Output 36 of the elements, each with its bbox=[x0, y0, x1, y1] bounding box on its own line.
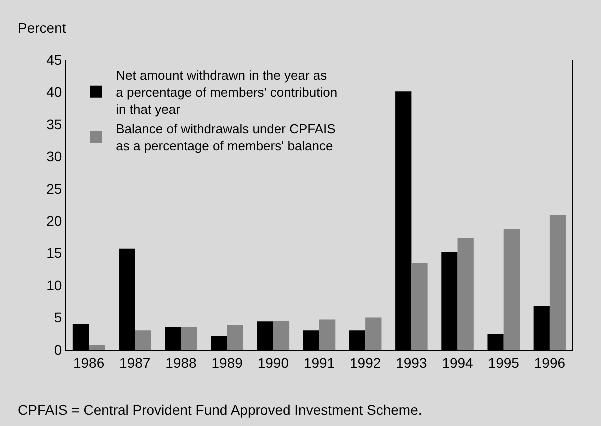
y-tick-label: 15 bbox=[46, 245, 62, 262]
x-tick-label: 1987 bbox=[120, 354, 151, 371]
y-tick-label: 5 bbox=[54, 310, 62, 326]
y-tick-label: 45 bbox=[46, 52, 62, 68]
x-tick-label: 1990 bbox=[258, 354, 290, 371]
bar bbox=[504, 229, 520, 350]
legend-label: Net amount withdrawn in the year as a percentage of members' contribution in that year bbox=[116, 68, 338, 117]
y-tick-label: 40 bbox=[46, 84, 62, 100]
x-tick-label: 1988 bbox=[166, 354, 198, 371]
x-tick-label: 1995 bbox=[488, 354, 520, 371]
y-tick-label: 20 bbox=[46, 213, 62, 230]
x-tick-label: 1986 bbox=[73, 354, 105, 371]
x-tick-label: 1996 bbox=[534, 354, 566, 371]
bar bbox=[412, 263, 428, 350]
bar bbox=[366, 318, 382, 350]
y-tick-label: 0 bbox=[54, 342, 62, 358]
y-tick-label: 10 bbox=[46, 277, 62, 294]
bar bbox=[550, 215, 566, 350]
x-tick-label: 1993 bbox=[396, 354, 428, 371]
bar bbox=[458, 238, 474, 350]
x-tick-label: 1989 bbox=[212, 354, 244, 371]
x-tick-label: 1991 bbox=[304, 354, 336, 371]
y-axis-title: Percent bbox=[18, 20, 66, 36]
y-tick-label: 30 bbox=[46, 148, 62, 165]
y-tick-label: 25 bbox=[46, 180, 62, 197]
bar bbox=[273, 321, 290, 350]
bar bbox=[135, 330, 152, 350]
legend-label: Balance of withdrawals under CPFAIS as a percentage of members' balance bbox=[116, 122, 336, 154]
bar bbox=[227, 326, 244, 350]
bar bbox=[181, 327, 198, 350]
text: CPFAIS = Central Provident Fund Approved Investment Scheme. bbox=[18, 402, 422, 418]
y-tick-label: 35 bbox=[46, 116, 62, 132]
x-tick-label: 1992 bbox=[350, 354, 382, 371]
x-tick-label: 1994 bbox=[442, 354, 474, 371]
bar bbox=[89, 345, 106, 350]
bar bbox=[320, 320, 336, 350]
